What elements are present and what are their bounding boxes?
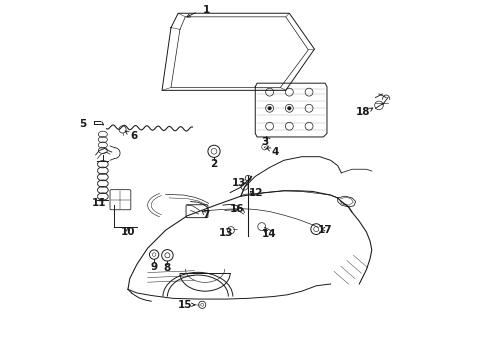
Circle shape <box>227 226 234 234</box>
Text: 17: 17 <box>317 225 332 235</box>
Circle shape <box>285 122 293 130</box>
Circle shape <box>257 223 265 230</box>
Circle shape <box>198 301 205 309</box>
Circle shape <box>374 101 383 110</box>
Text: 6: 6 <box>130 131 138 141</box>
Circle shape <box>119 126 126 133</box>
Text: 13: 13 <box>218 228 233 238</box>
Text: 4: 4 <box>271 147 278 157</box>
Circle shape <box>267 107 271 110</box>
Text: 3: 3 <box>261 137 268 147</box>
Circle shape <box>305 122 312 130</box>
Text: 9: 9 <box>150 262 157 272</box>
Circle shape <box>265 104 273 112</box>
Circle shape <box>305 88 312 96</box>
Circle shape <box>310 224 321 234</box>
Text: 13: 13 <box>231 177 246 188</box>
FancyBboxPatch shape <box>185 205 207 218</box>
Text: 10: 10 <box>121 227 135 237</box>
Circle shape <box>285 104 293 112</box>
Circle shape <box>285 88 293 96</box>
FancyBboxPatch shape <box>110 190 131 210</box>
Circle shape <box>265 88 273 96</box>
Text: 1: 1 <box>203 5 210 15</box>
Circle shape <box>305 104 312 112</box>
Text: 15: 15 <box>178 300 192 310</box>
Text: 18: 18 <box>356 107 370 117</box>
Circle shape <box>241 183 247 190</box>
Text: 11: 11 <box>92 198 106 208</box>
Circle shape <box>162 249 173 261</box>
Text: 12: 12 <box>248 188 263 198</box>
Circle shape <box>149 250 159 259</box>
Circle shape <box>287 107 290 110</box>
Text: 14: 14 <box>262 229 276 239</box>
Text: 7: 7 <box>202 210 209 220</box>
Text: 5: 5 <box>80 120 86 129</box>
Text: 8: 8 <box>163 263 171 273</box>
Text: 16: 16 <box>229 204 244 214</box>
Circle shape <box>244 175 250 181</box>
Circle shape <box>265 122 273 130</box>
Text: 2: 2 <box>210 159 217 169</box>
